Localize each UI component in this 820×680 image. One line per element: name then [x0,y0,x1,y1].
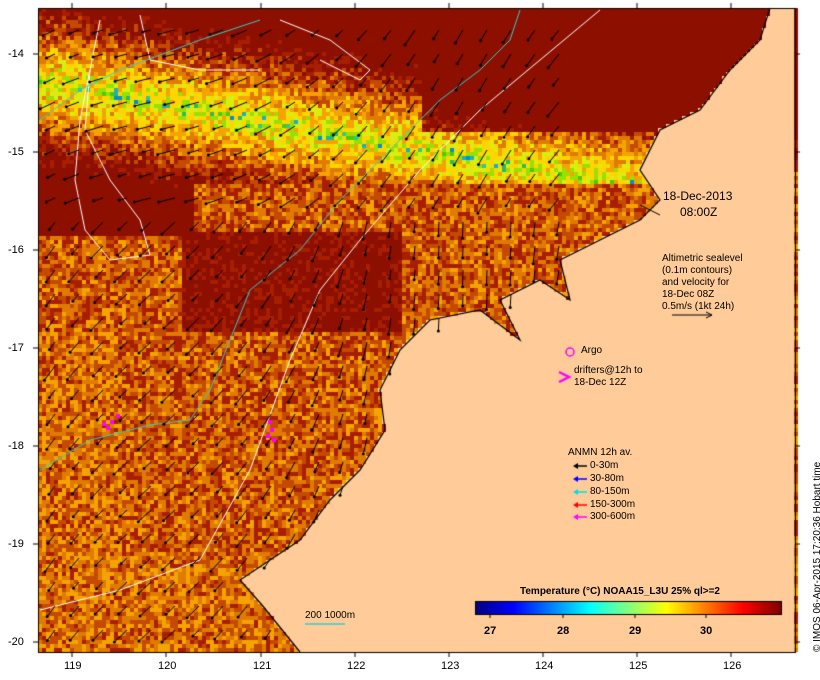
altimetry-line: 18-Dec 08Z [662,289,715,300]
lat-tick-14: -14 [8,48,24,60]
lat-tick-20: -20 [8,636,24,648]
lon-tick-122: 122 [347,660,366,672]
anmn-item: 0-30m [590,460,619,471]
lon-tick-123: 123 [441,660,460,672]
colorbar-title: Temperature (°C) NOAA15_L3U 25% ql>=2 [520,586,720,597]
altimetry-line: Altimetric sealevel [662,253,743,264]
colorbar-tick: 29 [629,625,642,637]
timestamp-date: 18-Dec-2013 [663,189,733,203]
altimetry-line: 0.5m/s (1kt 24h) [662,301,735,312]
lat-tick-19: -19 [8,538,24,550]
lat-tick-18: -18 [8,440,24,452]
anmn-item: 300-600m [590,511,636,522]
drifters-label: drifters@12h to [574,365,643,376]
lat-tick-17: -17 [8,342,24,354]
credit-text: © IMOS 06-Apr-2015 17:20:36 Hobart time [812,461,820,652]
argo-label: Argo [581,345,603,356]
anmn-item: 80-150m [590,486,630,497]
lat-tick-16: -16 [8,244,24,256]
colorbar-tick: 28 [557,625,570,637]
isobath-label: 200 1000m [305,610,356,621]
altimetry-line: and velocity for [662,277,730,288]
lat-tick-15: -15 [8,146,24,158]
anmn-item: 30-80m [590,473,624,484]
lon-tick-119: 119 [64,660,82,672]
drifters-label: 18-Dec 12Z [574,377,627,388]
altimetry-line: (0.1m contours) [662,265,733,276]
lon-tick-120: 120 [158,660,177,672]
lon-tick-124: 124 [535,660,554,672]
colorbar-tick: 27 [484,625,497,637]
timestamp-time: 08:00Z [680,205,718,219]
lon-tick-125: 125 [629,660,648,672]
colorbar-tick: 30 [700,625,713,637]
lon-tick-126: 126 [723,660,742,672]
anmn-title: ANMN 12h av. [568,447,633,458]
lon-tick-121: 121 [253,660,272,672]
anmn-item: 150-300m [590,499,636,510]
